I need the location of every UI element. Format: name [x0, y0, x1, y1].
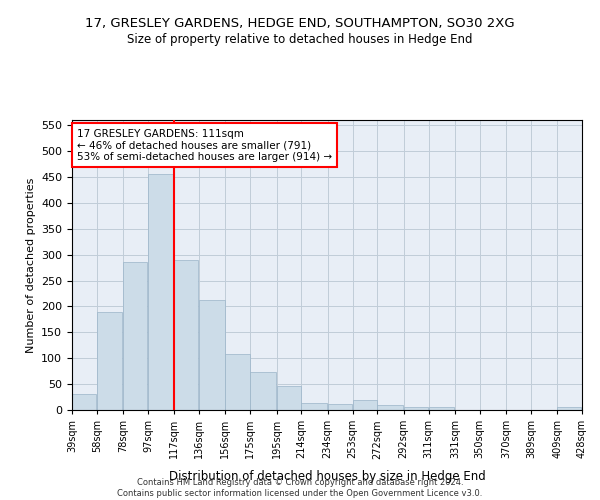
Text: Distribution of detached houses by size in Hedge End: Distribution of detached houses by size …: [169, 470, 485, 483]
Y-axis label: Number of detached properties: Number of detached properties: [26, 178, 35, 352]
Bar: [377, 406, 403, 410]
Text: 17, GRESLEY GARDENS, HEDGE END, SOUTHAMPTON, SO30 2XG: 17, GRESLEY GARDENS, HEDGE END, SOUTHAMP…: [85, 18, 515, 30]
Bar: [123, 262, 147, 410]
Bar: [199, 300, 224, 410]
Text: Size of property relative to detached houses in Hedge End: Size of property relative to detached ho…: [127, 32, 473, 46]
Bar: [226, 354, 250, 410]
Bar: [428, 408, 454, 410]
Bar: [97, 312, 122, 410]
Bar: [557, 408, 581, 410]
Bar: [328, 404, 352, 410]
Bar: [277, 386, 301, 410]
Bar: [148, 174, 173, 410]
Bar: [250, 372, 276, 410]
Bar: [404, 408, 428, 410]
Bar: [174, 260, 199, 410]
Text: Contains HM Land Registry data © Crown copyright and database right 2024.
Contai: Contains HM Land Registry data © Crown c…: [118, 478, 482, 498]
Bar: [72, 394, 96, 410]
Bar: [301, 404, 327, 410]
Bar: [353, 400, 377, 410]
Text: 17 GRESLEY GARDENS: 111sqm
← 46% of detached houses are smaller (791)
53% of sem: 17 GRESLEY GARDENS: 111sqm ← 46% of deta…: [77, 128, 332, 162]
